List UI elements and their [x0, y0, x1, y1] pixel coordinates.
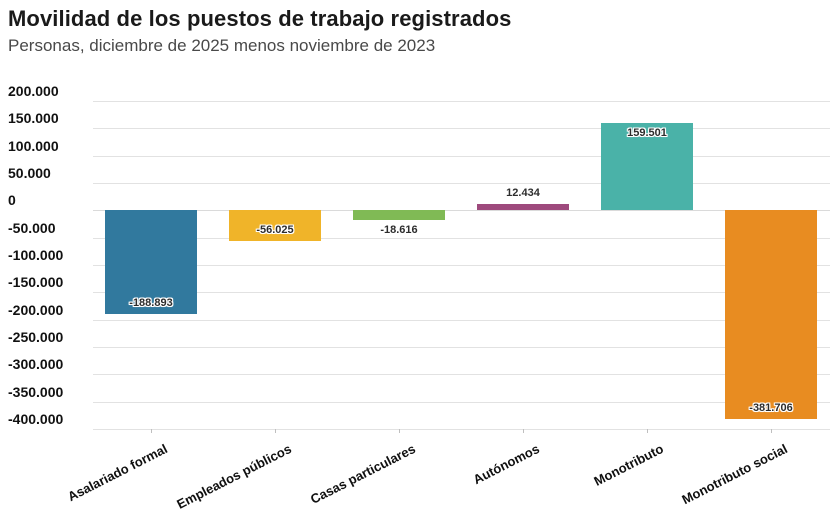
x-tick [523, 429, 524, 433]
x-category-label-autonomos: Autónomos [470, 441, 542, 488]
gridline--250.000 [93, 347, 830, 348]
bar-value-label-asalariado-formal: -188.893 [129, 296, 173, 309]
x-category-label-casas-particulares: Casas particulares [307, 441, 418, 507]
y-tick-label: -150.000 [8, 274, 64, 290]
y-tick-label: -250.000 [8, 329, 64, 345]
bar-monotributo [601, 123, 693, 211]
chart-subtitle: Personas, diciembre de 2025 menos noviem… [8, 36, 436, 55]
gridline-150.000 [93, 128, 830, 129]
y-tick-label: -100.000 [8, 247, 64, 263]
y-tick-label: 100.000 [8, 138, 59, 154]
gridline--350.000 [93, 402, 830, 403]
x-tick [151, 429, 152, 433]
bar-asalariado-formal [105, 210, 197, 314]
gridline-0 [93, 210, 830, 211]
bar-value-label-autonomos: 12.434 [506, 186, 540, 199]
gridline--300.000 [93, 374, 830, 375]
y-tick-label: -400.000 [8, 411, 64, 427]
y-tick-label: -350.000 [8, 384, 64, 400]
bar-empleados-publicos [229, 210, 321, 241]
bar-value-label-monotributo-social: -381.706 [749, 402, 793, 414]
gridline-200.000 [93, 101, 830, 102]
bar-monotributo-social [725, 210, 817, 419]
gridline--150.000 [93, 292, 830, 293]
gridline--50.000 [93, 238, 830, 239]
bar-value-label-empleados-publicos: -56.025 [256, 224, 294, 236]
bar-value-label-casas-particulares: -18.616 [380, 223, 418, 236]
bar-value-label-monotributo: 159.501 [627, 127, 667, 140]
x-tick [771, 429, 772, 433]
y-tick-label: 200.000 [8, 83, 59, 99]
bar-casas-particulares [353, 210, 445, 221]
y-tick-label: -300.000 [8, 356, 64, 372]
gridline--100.000 [93, 265, 830, 266]
x-category-label-monotributo-social: Monotributo social [679, 441, 790, 508]
y-tick-label: 150.000 [8, 110, 59, 126]
y-tick-label: 0 [8, 192, 16, 208]
gridline--200.000 [93, 320, 830, 321]
x-tick [647, 429, 648, 433]
gridline-50.000 [93, 183, 830, 184]
x-tick [399, 429, 400, 433]
x-tick [275, 429, 276, 433]
y-tick-label: 50.000 [8, 165, 51, 181]
y-tick-label: -50.000 [8, 220, 56, 236]
x-category-label-empleados-publicos: Empleados públicos [174, 441, 294, 512]
gridline-100.000 [93, 156, 830, 157]
x-category-label-monotributo: Monotributo [591, 441, 666, 489]
gridline--400.000 [93, 429, 830, 430]
y-tick-label: -200.000 [8, 302, 64, 318]
bar-autonomos [477, 203, 569, 211]
chart-title: Movilidad de los puestos de trabajo regi… [8, 6, 512, 31]
